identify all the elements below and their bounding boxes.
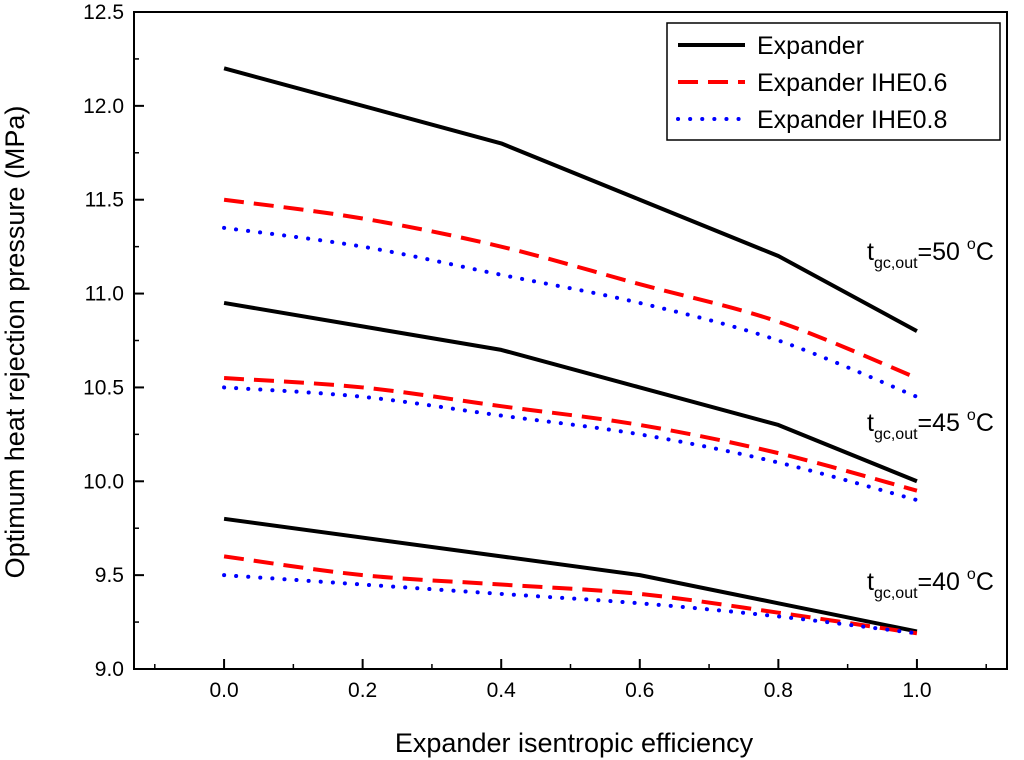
annotation-sup: o (967, 407, 976, 424)
annotation-sub: gc,out (874, 426, 918, 443)
annotation-main: t (867, 238, 874, 266)
series-line-2-1 (223, 300, 918, 484)
y-tick-label: 9.0 (95, 658, 124, 681)
annotation-value: =50 (918, 238, 967, 266)
x-tick-label: 0.2 (348, 679, 377, 702)
annotation-3: tgc,out=40 oC (867, 566, 994, 602)
annotation-2: tgc,out=45 oC (867, 407, 994, 443)
x-tick-label: 0.4 (487, 679, 517, 702)
legend-label-2: Expander IHE0.6 (757, 69, 947, 97)
legend-label-3: Expander IHE0.8 (757, 106, 947, 134)
series-line-3-1 (223, 516, 918, 634)
y-tick-label: 12.5 (83, 1, 124, 24)
annotation-sub: gc,out (874, 255, 918, 272)
legend-label-1: Expander (757, 32, 864, 60)
y-tick-label: 12.0 (83, 95, 124, 118)
plot-layer (222, 66, 919, 636)
series-line-2-2 (223, 376, 918, 493)
x-axis: 0.0 0.2 0.4 0.6 0.8 1.0 (154, 659, 987, 702)
annotation-unit: C (976, 409, 994, 437)
series-line-3-3 (222, 573, 919, 636)
y-tick-label: 10.5 (83, 376, 124, 399)
x-tick-label: 0.8 (764, 679, 793, 702)
annotation-sub: gc,out (874, 585, 918, 602)
series-line-3-2 (223, 554, 918, 636)
series-line-1-3 (222, 225, 919, 399)
annotation-unit: C (976, 238, 994, 266)
series-line-1-1 (223, 66, 918, 333)
annotation-sup: o (967, 566, 976, 583)
y-tick-label: 11.5 (85, 189, 124, 212)
annotation-main: t (867, 409, 874, 437)
series-line-1-2 (223, 197, 918, 380)
x-tick-label: 0.6 (625, 679, 654, 702)
y-axis: 9.0 9.5 10.0 10.5 11.0 11.5 12.0 12.5 (83, 1, 144, 681)
x-tick-label: 0.0 (209, 679, 238, 702)
annotation-main: t (867, 568, 874, 596)
series-line-2-3 (222, 385, 919, 503)
x-tick-label: 1.0 (902, 679, 931, 702)
annotation-value: =40 (918, 568, 967, 596)
annotation-unit: C (976, 568, 994, 596)
annotation-value: =45 (918, 409, 967, 437)
y-tick-label: 11.0 (85, 283, 124, 306)
y-tick-label: 10.0 (83, 470, 124, 493)
y-tick-label: 9.5 (95, 564, 124, 587)
annotation-1: tgc,out=50 oC (867, 236, 994, 272)
x-axis-title: Expander isentropic efficiency (395, 728, 754, 758)
annotation-sup: o (967, 236, 976, 253)
y-axis-title: Optimum heat rejection pressure (MPa) (0, 106, 30, 579)
legend: Expander Expander IHE0.6 Expander IHE0.8 (666, 22, 1001, 141)
